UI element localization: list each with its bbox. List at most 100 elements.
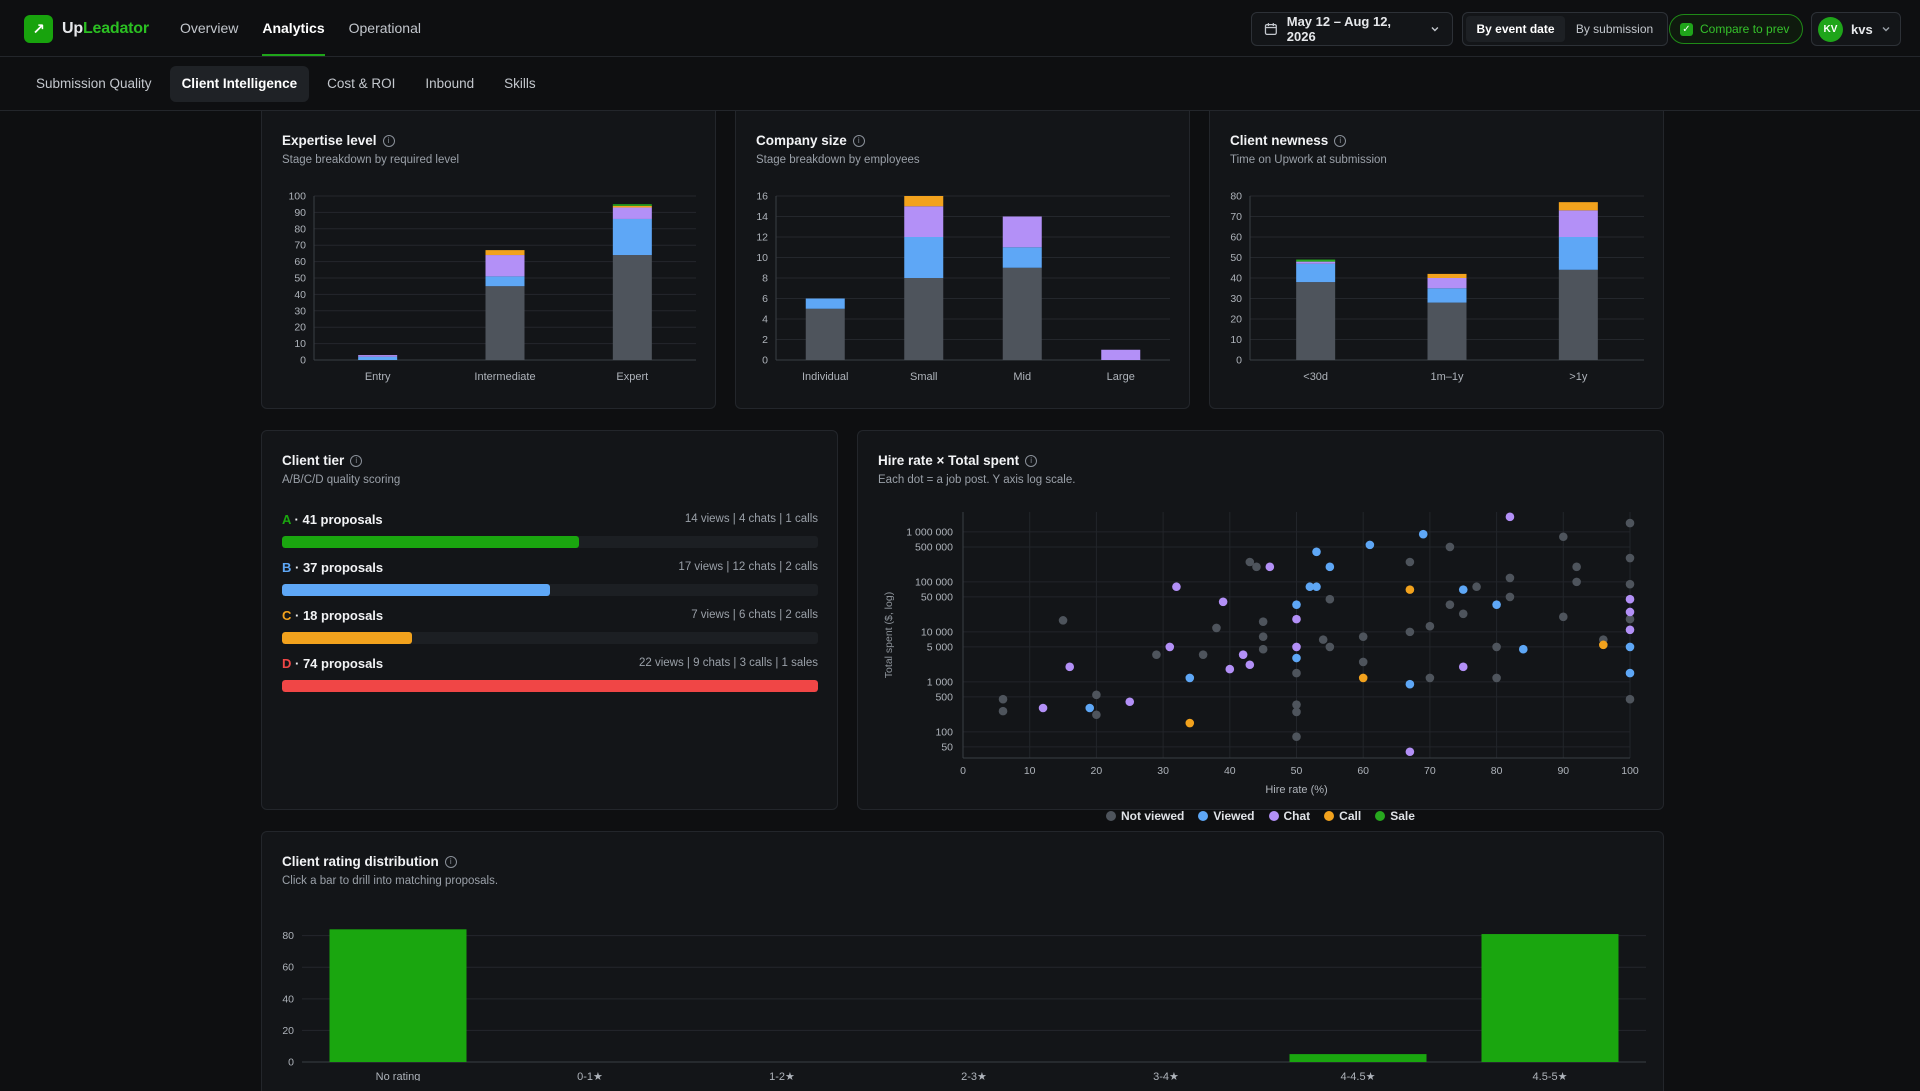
scatter-point-not-viewed — [1292, 668, 1301, 678]
scatter-point-not-viewed — [1505, 573, 1515, 583]
nav-overview[interactable]: Overview — [180, 20, 239, 36]
tier-row-d[interactable]: D · 74 proposals 22 views | 9 chats | 3 c… — [282, 654, 818, 694]
bar-segment-not-viewed — [485, 286, 525, 360]
info-icon[interactable]: i — [444, 855, 457, 868]
scatter-point-not-viewed — [1198, 650, 1208, 659]
scatter-point-not-viewed — [1258, 632, 1268, 642]
bar-segment-not-viewed — [1296, 282, 1336, 360]
scatter-point-not-viewed — [1405, 557, 1415, 567]
info-icon[interactable]: i — [1025, 454, 1038, 467]
y-tick-label: 0 — [762, 355, 768, 367]
rating-bar[interactable] — [1289, 1054, 1427, 1062]
rating-bar[interactable] — [1481, 934, 1619, 1062]
calendar-icon — [1264, 23, 1277, 36]
tier-progress-fill — [282, 584, 550, 596]
info-icon[interactable]: i — [852, 134, 865, 147]
chevron-down-icon — [1431, 27, 1439, 32]
y-tick-label: 40 — [282, 993, 294, 1005]
legend-item-call[interactable]: Call — [1324, 809, 1361, 823]
card-title: Client newness — [1230, 133, 1329, 148]
tier-letter: A — [282, 511, 291, 527]
scatter-point-viewed — [1418, 529, 1428, 539]
info-icon[interactable]: i — [1334, 134, 1347, 147]
scatter-point-viewed — [1292, 653, 1301, 663]
bar-segment-chat — [358, 355, 398, 357]
bar-segment-viewed — [805, 298, 845, 309]
scatter-point-not-viewed — [1492, 642, 1501, 652]
tier-progress-fill — [282, 536, 579, 548]
scatter-point-chat — [1238, 650, 1248, 659]
scatter-point-not-viewed — [1445, 600, 1455, 609]
scatter-point-chat — [1625, 594, 1635, 604]
scatter-point-not-viewed — [1625, 579, 1635, 589]
y-tick-label: 50 — [941, 741, 953, 753]
scatter-point-viewed — [1085, 703, 1095, 713]
y-tick-label: 10 — [756, 252, 768, 264]
y-tick-label: 100 — [935, 726, 953, 738]
y-tick-label: 10 000 — [921, 626, 953, 638]
bar-segment-call — [612, 205, 652, 208]
scatter-point-not-viewed — [1425, 673, 1435, 683]
rating-bar[interactable] — [329, 929, 467, 1062]
x-tick-label: 4-4.5★ — [1341, 1071, 1376, 1081]
card-title: Client rating distribution — [282, 854, 439, 869]
tab-skills[interactable]: Skills — [504, 76, 536, 91]
user-menu[interactable]: KV kvs — [1811, 12, 1901, 46]
tier-row-c[interactable]: C · 18 proposals 7 views | 6 chats | 2 ca… — [282, 606, 818, 646]
info-icon[interactable]: i — [382, 134, 395, 147]
date-range-picker[interactable]: May 12 – Aug 12, 2026 — [1251, 12, 1453, 46]
legend-item-sale[interactable]: Sale — [1375, 809, 1415, 823]
nav-analytics[interactable]: Analytics — [262, 0, 325, 56]
tab-inbound[interactable]: Inbound — [425, 76, 475, 91]
scatter-point-not-viewed — [1092, 710, 1101, 720]
tier-progress-track — [282, 536, 818, 548]
scatter-point-viewed — [1492, 600, 1501, 609]
legend-item-viewed[interactable]: Viewed — [1198, 809, 1255, 823]
compare-to-prev-toggle[interactable]: ✓ Compare to prev — [1669, 14, 1803, 44]
bar-segment-chat — [1296, 261, 1336, 264]
scatter-point-not-viewed — [1258, 644, 1268, 654]
info-icon[interactable]: i — [350, 454, 363, 467]
y-tick-label: 10 — [1230, 334, 1242, 346]
x-tick-label: 60 — [1357, 765, 1369, 777]
scatter-point-viewed — [1365, 540, 1375, 550]
y-tick-label: 100 — [288, 191, 306, 203]
legend-item-not-viewed[interactable]: Not viewed — [1106, 809, 1184, 823]
scatter-point-not-viewed — [1425, 621, 1435, 631]
tab-submission-quality[interactable]: Submission Quality — [36, 76, 152, 91]
y-tick-label: 60 — [1230, 232, 1242, 244]
tab-cost-roi[interactable]: Cost & ROI — [327, 76, 396, 91]
scatter-point-chat — [1125, 697, 1135, 707]
x-tick-label: 4.5-5★ — [1533, 1071, 1568, 1081]
scatter-point-not-viewed — [1625, 694, 1635, 704]
scatter-point-chat — [1065, 662, 1075, 672]
by-submission-option[interactable]: By submission — [1575, 22, 1654, 36]
client-rating-distribution-card: Client rating distribution i Click a bar … — [261, 831, 1664, 1091]
by-event-date-option[interactable]: By event date — [1466, 16, 1565, 42]
bar-segment-viewed — [904, 237, 944, 278]
legend-swatch — [1375, 811, 1386, 821]
client-newness-chart: 0 10 20 30 40 50 60 70 80 <30d 1m–1y >1y — [1230, 191, 1644, 383]
scatter-point-viewed — [1305, 582, 1315, 592]
y-tick-label: 2 — [762, 334, 768, 346]
app-logo[interactable]: ↗ UpLeadator — [24, 15, 149, 43]
tab-client-intelligence[interactable]: Client Intelligence — [169, 66, 310, 102]
nav-operational[interactable]: Operational — [348, 20, 421, 36]
bar-segment-call — [1558, 202, 1598, 211]
compare-label: Compare to prev — [1700, 22, 1790, 36]
scatter-point-not-viewed — [1492, 673, 1501, 683]
x-tick-label: Individual — [802, 371, 848, 383]
tier-stats: 22 views | 9 chats | 3 calls | 1 sales — [639, 657, 818, 669]
legend-item-chat[interactable]: Chat — [1268, 809, 1310, 823]
bar-segment-not-viewed — [612, 255, 652, 360]
scatter-point-viewed — [1405, 679, 1415, 689]
y-tick-label: 90 — [294, 207, 306, 219]
scatter-point-not-viewed — [1472, 582, 1481, 592]
y-tick-label: 80 — [294, 223, 306, 235]
sub-nav: Submission Quality Client Intelligence C… — [0, 57, 1920, 111]
y-tick-label: 10 — [294, 338, 306, 350]
card-title: Hire rate × Total spent — [878, 453, 1020, 468]
tier-row-a[interactable]: A · 41 proposals 14 views | 4 chats | 1 c… — [282, 510, 818, 550]
card-subtitle: Stage breakdown by required level — [282, 154, 460, 166]
tier-row-b[interactable]: B · 37 proposals 17 views | 12 chats | 2 … — [282, 558, 818, 598]
